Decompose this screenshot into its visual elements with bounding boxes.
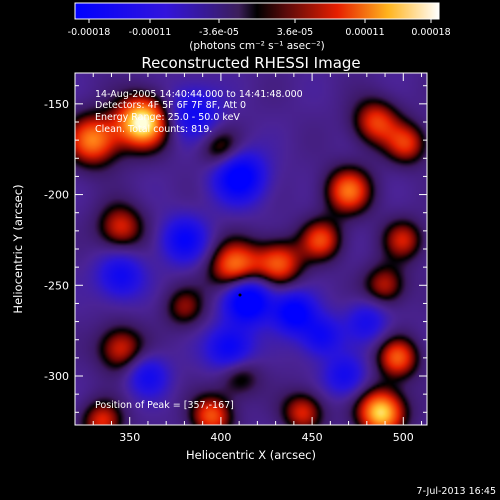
peak-marker — [238, 293, 242, 297]
x-axis-label: Heliocentric X (arcsec) — [186, 448, 316, 462]
annotation-counts: Clean. Total counts: 819. — [95, 124, 212, 135]
y-tick-label: -150 — [44, 98, 69, 111]
heatmap-image — [75, 73, 427, 425]
colorbar-tick-label: 0.00018 — [411, 27, 450, 38]
y-tick-label: -300 — [44, 370, 69, 383]
annotation-energy: Energy Range: 25.0 - 50.0 keV — [95, 112, 240, 123]
annotation-detectors: Detectors: 4F 5F 6F 7F 8F, Att 0 — [95, 100, 246, 111]
annotation-block: 14-Aug-2005 14:40:44.000 to 14:41:48.000… — [95, 89, 303, 135]
y-tick-label: -250 — [44, 279, 69, 292]
x-axis: 350 400 450 500 — [92, 73, 423, 444]
y-tick-label: -200 — [44, 189, 69, 202]
y-axis-label: Heliocentric Y (arcsec) — [11, 184, 25, 313]
x-tick-label: 500 — [393, 431, 414, 444]
colorbar-tick-label: -3.6e-05 — [199, 27, 239, 38]
chart-title: Reconstructed RHESSI Image — [141, 54, 360, 72]
x-tick-label: 450 — [302, 431, 323, 444]
colorbar-tick-label: -0.00011 — [129, 27, 172, 38]
date-stamp: 7-Jul-2013 16:45 — [417, 486, 496, 497]
colorbar-tick-label: 3.6e-05 — [277, 27, 313, 38]
colorbar-tick-label: -0.00018 — [68, 27, 111, 38]
colorbar — [74, 2, 440, 20]
x-tick-label: 350 — [119, 431, 140, 444]
peak-position-label: Position of Peak = [357,-167] — [95, 400, 234, 411]
colorbar-ticks: -0.00018 -0.00011 -3.6e-05 3.6e-05 0.00011 0.… — [68, 19, 451, 38]
colorbar-unit-label: (photons cm⁻² s⁻¹ asec⁻²) — [189, 40, 324, 52]
x-tick-label: 400 — [210, 431, 231, 444]
annotation-time-range: 14-Aug-2005 14:40:44.000 to 14:41:48.000 — [95, 89, 303, 100]
y-axis: -150 -200 -250 -300 — [44, 85, 427, 413]
colorbar-tick-label: 0.00011 — [345, 27, 384, 38]
